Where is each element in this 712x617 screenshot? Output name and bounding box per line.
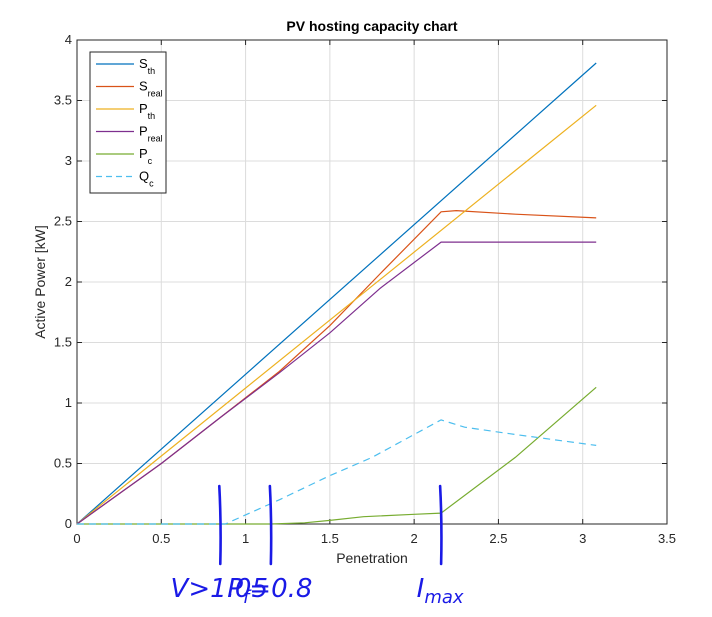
y-tick-label: 1 [65,395,72,410]
annotation-marker [438,484,443,566]
legend-box [89,51,167,194]
series-line-s-th [76,62,597,525]
x-axis-label: Penetration [336,550,408,566]
series-line-p-c [77,386,597,525]
series-lines [76,62,597,525]
legend-label: Sth [139,56,155,76]
legend-label: Pc [139,146,153,166]
x-tick-label: 3 [579,531,586,546]
legend-label: Qc [139,169,154,189]
x-tick-label: 2 [411,531,418,546]
annotation-text: Pf=0.8 [227,574,312,608]
chart-title: PV hosting capacity chart [286,18,457,34]
annotation-marker [268,484,273,566]
y-tick-label: 0.5 [54,456,72,471]
series-line-q-c [77,419,597,525]
x-tick-label: 2.5 [489,531,507,546]
y-tick-label: 2.5 [54,214,72,229]
axis-ticks: 0 0.5 1 1.5 2 2.5 3 3.5 0 0.5 1 1.5 2 2.5 3 3.5 4 [54,32,676,546]
legend-label: Pth [139,101,155,121]
annotation-marker [217,484,222,566]
y-tick-label: 2 [65,274,72,289]
x-tick-label: 1.5 [321,531,339,546]
y-tick-label: 3.5 [54,93,72,108]
x-tick-label: 0.5 [152,531,170,546]
annotation-text: Imax [417,574,464,608]
y-tick-label: 4 [65,32,72,47]
x-tick-label: 1 [242,531,249,546]
x-tick-label: 0 [73,531,80,546]
y-tick-label: 3 [65,153,72,168]
y-axis-label: Active Power [kW] [32,225,48,339]
y-tick-label: 0 [65,516,72,531]
series-line-p-th [76,104,597,525]
y-tick-label: 1.5 [54,335,72,350]
legend-label: Preal [139,124,163,144]
annotation-text: V>1.05 [171,574,268,604]
x-tick-label: 3.5 [658,531,676,546]
series-line-p-real [76,241,597,525]
legend-label: Sreal [139,79,163,99]
